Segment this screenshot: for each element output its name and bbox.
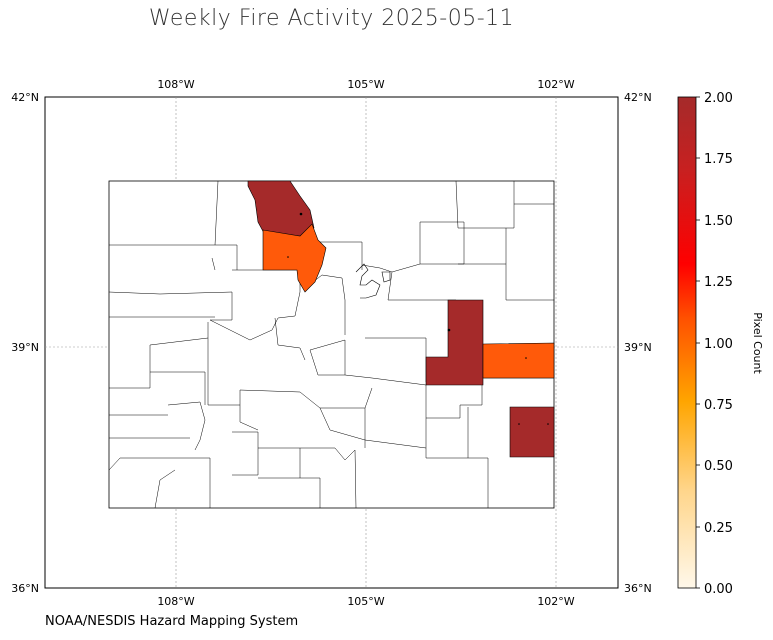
colorbar-ticks (696, 96, 700, 589)
lon-tick-bottom-102: 102°W (537, 595, 574, 608)
county-fire-medium-2[interactable] (482, 342, 555, 379)
county-fire-high-2[interactable] (425, 299, 484, 386)
lat-tick-left-42: 42°N (11, 91, 39, 104)
lon-tick-bottom-105: 105°W (347, 595, 384, 608)
colorbar-tick-label: 1.00 (704, 337, 733, 352)
lon-tick-bottom-108: 108°W (157, 595, 194, 608)
colorbar-label: Pixel Count (751, 312, 764, 374)
lon-tick-top-105: 105°W (347, 78, 384, 91)
colorbar-tick-label: 2.00 (704, 91, 733, 106)
lat-tick-left-39: 39°N (11, 341, 39, 354)
data-source-credit: NOAA/NESDIS Hazard Mapping System (45, 614, 299, 629)
fire-detections (287, 212, 549, 425)
colorbar-tick-label: 0.00 (704, 582, 733, 597)
colorbar-tick-label: 0.50 (704, 459, 733, 474)
lat-tick-right-39: 39°N (624, 341, 652, 354)
colorbar-tick-label: 0.75 (704, 398, 733, 413)
colorbar-tick-label: 1.50 (704, 214, 733, 229)
colorbar-tick-label: 1.25 (704, 275, 733, 290)
lat-tick-right-42: 42°N (624, 91, 652, 104)
colorbar-tick-label: 1.75 (704, 152, 733, 167)
county-fire-medium-1[interactable] (262, 223, 327, 293)
metro-boundaries (355, 263, 391, 299)
colorbar (677, 96, 697, 589)
lon-tick-top-108: 108°W (157, 78, 194, 91)
lon-tick-top-102: 102°W (537, 78, 574, 91)
colorbar-tick-label: 0.25 (704, 521, 733, 536)
map-title: Weekly Fire Activity 2025-05-11 (148, 6, 515, 31)
lat-tick-right-36: 36°N (624, 582, 652, 595)
county-fire-high-3[interactable] (509, 406, 555, 458)
lat-tick-left-36: 36°N (11, 582, 39, 595)
